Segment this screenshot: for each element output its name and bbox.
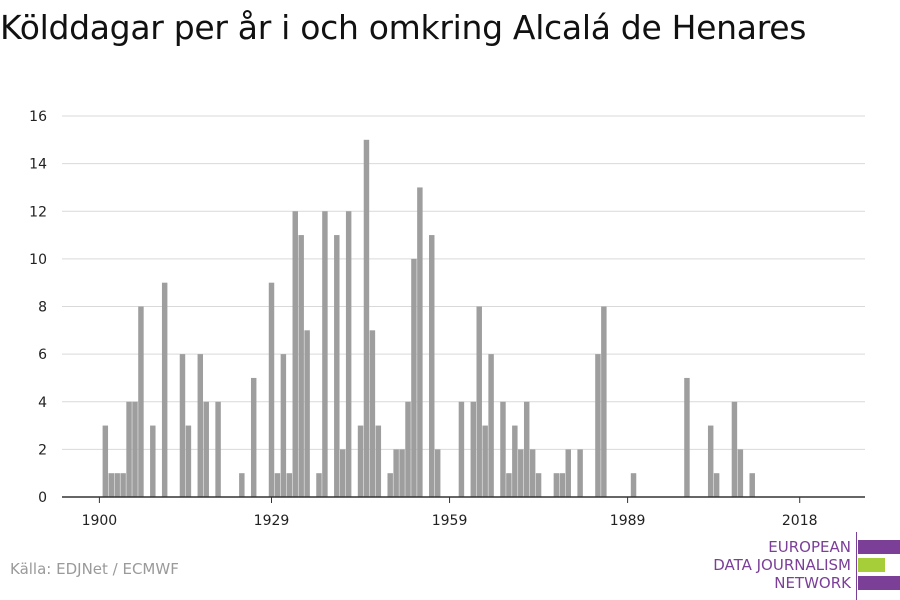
x-tick-label: 1900 xyxy=(82,513,118,529)
bar: 2007: 4 xyxy=(731,401,738,497)
bar: 1950: 2 xyxy=(393,449,399,497)
logo-bar-middle xyxy=(858,558,885,572)
y-tick-label: 4 xyxy=(38,395,47,411)
bar: 1931: 6 xyxy=(280,354,287,497)
bar: 1937: 1 xyxy=(316,473,322,497)
bar: 1933: 12 xyxy=(292,211,298,497)
bar: 1964: 8 xyxy=(476,306,482,497)
bar: 1907: 8 xyxy=(138,306,144,497)
axes: 0 2 4 6 8 10 12 14 16 1900 1929 1959 1989 2018 xyxy=(29,109,865,529)
bar: 1904: 1 xyxy=(120,473,126,497)
bar: 1949: 1 xyxy=(387,473,393,497)
bar: 1926: 5 xyxy=(250,377,257,497)
bar: 1903: 1 xyxy=(114,473,120,497)
bar: 1938: 12 xyxy=(322,211,328,497)
bar: 2010: 1 xyxy=(749,473,755,497)
bar: 1953: 10 xyxy=(411,258,417,497)
bar: 1970: 3 xyxy=(512,425,518,497)
bar: 1974: 1 xyxy=(535,473,542,497)
bar: 2008: 2 xyxy=(737,449,744,497)
bar: 1965: 3 xyxy=(482,425,488,497)
logo-line-2: DATA JOURNALISM xyxy=(713,556,851,574)
bar: 1954: 13 xyxy=(417,187,423,497)
bar: 1966: 6 xyxy=(488,354,494,497)
y-tick-label: 10 xyxy=(29,252,47,268)
bar: 1969: 1 xyxy=(506,473,512,497)
bar: 1915: 3 xyxy=(185,425,192,497)
bar: 1920: 4 xyxy=(215,401,221,497)
y-tick-label: 0 xyxy=(38,490,47,506)
bar: 1911: 9 xyxy=(161,282,168,497)
bar: 1945: 15 xyxy=(363,139,370,497)
chart-title: Kölddagar per år i och omkring Alcalá de… xyxy=(0,8,807,47)
bar: 1934: 11 xyxy=(298,235,304,497)
bar: 1978: 1 xyxy=(559,473,566,497)
bar: 1957: 2 xyxy=(434,449,441,497)
bar: 1979: 2 xyxy=(565,449,571,497)
y-tick-label: 6 xyxy=(38,347,47,363)
bar: 1932: 1 xyxy=(286,473,293,497)
logo-text: EUROPEAN DATA JOURNALISM NETWORK xyxy=(713,538,851,592)
bar: 1963: 4 xyxy=(470,401,477,497)
bar: 1971: 2 xyxy=(518,449,524,497)
bar: 1909: 3 xyxy=(150,425,156,497)
logo-line-1: EUROPEAN xyxy=(768,538,851,556)
bar: 2004: 1 xyxy=(713,473,720,497)
logo-bar-bottom xyxy=(858,576,900,590)
logo-line-3: NETWORK xyxy=(774,574,851,592)
bar: 1985: 8 xyxy=(601,306,607,497)
y-tick-label: 16 xyxy=(29,109,47,125)
bar: 1984: 6 xyxy=(595,354,601,497)
edjnet-logo: EUROPEAN DATA JOURNALISM NETWORK xyxy=(700,532,900,600)
bar: 1947: 3 xyxy=(375,425,382,497)
bar: 1977: 1 xyxy=(553,473,560,497)
bar: 1929: 9 xyxy=(268,282,275,497)
y-tick-label: 2 xyxy=(38,442,47,458)
bar: 1968: 4 xyxy=(500,401,506,497)
x-tick-label: 1989 xyxy=(610,513,646,529)
bar: 1940: 11 xyxy=(334,235,340,497)
bar: 1951: 2 xyxy=(399,449,405,497)
bar: 1944: 3 xyxy=(357,425,364,497)
bar: 1981: 2 xyxy=(577,449,583,497)
bar: 1942: 12 xyxy=(345,211,352,497)
y-tick-label: 14 xyxy=(29,157,47,173)
bar: 1914: 6 xyxy=(179,354,186,497)
x-tick-label: 1929 xyxy=(254,513,290,529)
logo-divider xyxy=(856,532,857,600)
bar: 1946: 7 xyxy=(369,330,376,497)
bar: 1952: 4 xyxy=(405,401,411,497)
bar: 1918: 4 xyxy=(203,401,209,497)
bar: 1961: 4 xyxy=(458,401,465,497)
bar: 2003: 3 xyxy=(707,425,714,497)
y-tick-label: 12 xyxy=(29,204,47,220)
bar: 1972: 4 xyxy=(523,401,530,497)
source-note: Källa: EDJNet / ECMWF xyxy=(10,560,179,578)
bar: 1930: 1 xyxy=(274,473,281,497)
bar: 1917: 6 xyxy=(197,354,204,497)
x-tick-label: 2018 xyxy=(782,513,818,529)
bars: 1901: 31902: 11903: 11904: 11905: 41906:… xyxy=(102,139,755,497)
x-tick-label: 1959 xyxy=(432,513,468,529)
bar: 1935: 7 xyxy=(304,330,310,497)
bar: 1973: 2 xyxy=(529,449,536,497)
bar: 1902: 1 xyxy=(108,473,114,497)
bar: 1906: 4 xyxy=(132,401,138,497)
bar: 1990: 1 xyxy=(630,473,637,497)
bar: 1924: 1 xyxy=(239,473,245,497)
bar: 1901: 3 xyxy=(102,425,109,497)
bar: 1941: 2 xyxy=(339,449,346,497)
bar: 1956: 11 xyxy=(429,235,435,497)
bar: 1905: 4 xyxy=(126,401,132,497)
logo-bar-top xyxy=(858,540,900,554)
bar: 1999: 5 xyxy=(684,377,690,497)
y-tick-label: 8 xyxy=(38,300,47,316)
